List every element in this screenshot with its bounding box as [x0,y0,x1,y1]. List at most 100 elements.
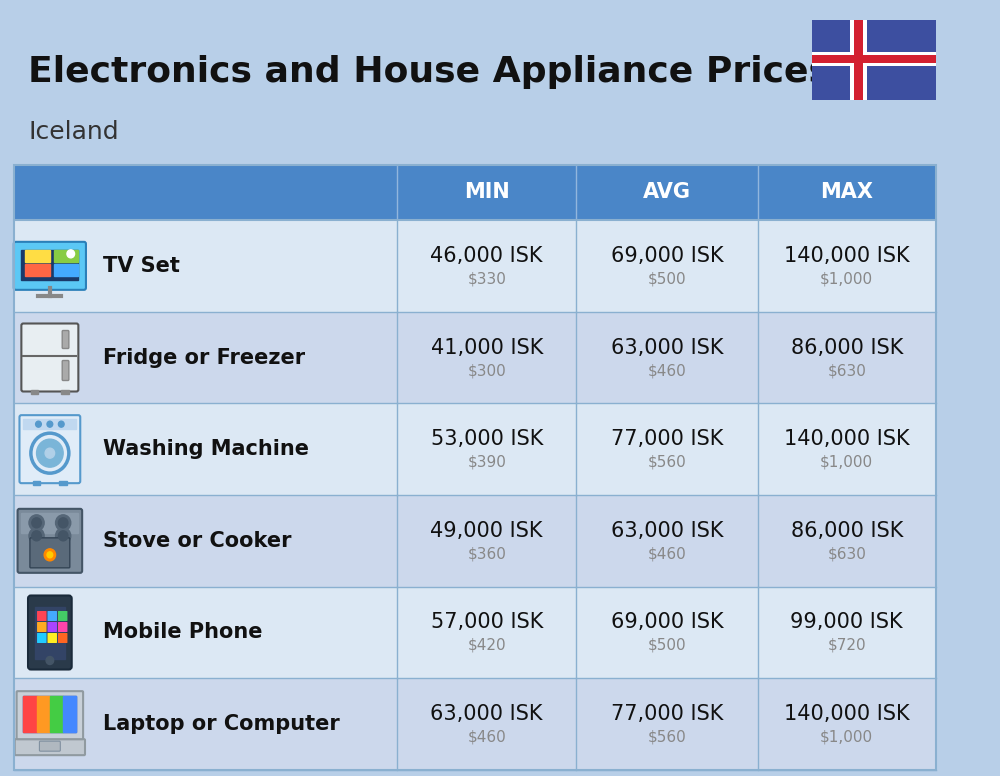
Text: $460: $460 [467,729,506,745]
FancyBboxPatch shape [62,361,69,380]
Text: AVG: AVG [643,182,691,203]
Bar [50,696,63,733]
FancyBboxPatch shape [28,595,72,670]
Text: $560: $560 [648,729,687,745]
FancyBboxPatch shape [37,633,47,643]
Circle shape [47,421,53,427]
FancyBboxPatch shape [47,622,57,632]
Circle shape [58,421,64,427]
Text: 57,000 ISK: 57,000 ISK [431,612,543,632]
FancyBboxPatch shape [39,741,60,751]
Text: 86,000 ISK: 86,000 ISK [791,521,903,541]
Text: MAX: MAX [820,182,873,203]
Circle shape [56,528,71,544]
Text: 140,000 ISK: 140,000 ISK [784,246,910,266]
FancyBboxPatch shape [47,611,57,621]
FancyBboxPatch shape [14,220,936,312]
FancyBboxPatch shape [58,633,67,643]
Text: Electronics and House Appliance Prices: Electronics and House Appliance Prices [28,55,830,89]
Text: 63,000 ISK: 63,000 ISK [430,704,543,724]
Bar [23,696,76,733]
FancyBboxPatch shape [37,622,47,632]
Text: $500: $500 [648,638,687,653]
Text: 140,000 ISK: 140,000 ISK [784,429,910,449]
FancyBboxPatch shape [47,633,57,643]
FancyBboxPatch shape [14,495,936,587]
Circle shape [29,514,44,531]
Bar [61,390,69,393]
Text: 46,000 ISK: 46,000 ISK [430,246,543,266]
FancyBboxPatch shape [58,622,67,632]
Text: $720: $720 [827,638,866,653]
Bar [37,696,50,733]
FancyBboxPatch shape [812,52,936,66]
Text: $360: $360 [467,546,506,561]
Text: 99,000 ISK: 99,000 ISK [790,612,903,632]
Text: TV Set: TV Set [103,256,179,275]
Text: $1,000: $1,000 [820,455,873,469]
Text: $630: $630 [827,363,866,378]
FancyBboxPatch shape [21,324,78,392]
Circle shape [58,518,68,528]
Text: $630: $630 [827,546,866,561]
FancyBboxPatch shape [14,242,86,289]
Circle shape [32,518,41,528]
Text: 63,000 ISK: 63,000 ISK [611,338,723,358]
Text: 69,000 ISK: 69,000 ISK [611,612,724,632]
FancyBboxPatch shape [58,611,67,621]
FancyBboxPatch shape [17,691,83,740]
Circle shape [56,514,71,531]
FancyBboxPatch shape [14,312,936,404]
Bar [54,250,78,262]
Bar [59,481,67,485]
Text: $460: $460 [648,546,687,561]
FancyBboxPatch shape [850,20,867,100]
Text: $300: $300 [467,363,506,378]
Text: $420: $420 [467,638,506,653]
Text: 77,000 ISK: 77,000 ISK [611,704,723,724]
Circle shape [45,449,55,458]
Text: Washing Machine: Washing Machine [103,439,309,459]
Bar [21,250,78,280]
Circle shape [47,552,53,558]
Circle shape [46,656,54,664]
Text: Laptop or Computer: Laptop or Computer [103,714,339,734]
Circle shape [32,531,41,541]
FancyBboxPatch shape [14,678,936,770]
FancyBboxPatch shape [14,404,936,495]
Bar [35,607,65,659]
Text: $460: $460 [648,363,687,378]
FancyBboxPatch shape [812,55,936,63]
Text: 49,000 ISK: 49,000 ISK [430,521,543,541]
Circle shape [58,531,68,541]
Bar [54,264,78,275]
FancyBboxPatch shape [18,509,82,573]
Text: 140,000 ISK: 140,000 ISK [784,704,910,724]
FancyBboxPatch shape [14,165,936,220]
Circle shape [37,439,63,467]
Text: Stove or Cooker: Stove or Cooker [103,531,291,551]
Text: $330: $330 [467,272,506,286]
Circle shape [67,250,75,258]
Bar [25,250,50,262]
Text: $1,000: $1,000 [820,729,873,745]
Bar [63,696,76,733]
Circle shape [29,528,44,544]
FancyBboxPatch shape [37,611,47,621]
FancyBboxPatch shape [14,587,936,678]
Text: $390: $390 [467,455,506,469]
Text: Fridge or Freezer: Fridge or Freezer [103,348,305,368]
Text: 53,000 ISK: 53,000 ISK [431,429,543,449]
Text: MIN: MIN [464,182,510,203]
Text: 77,000 ISK: 77,000 ISK [611,429,723,449]
Text: 63,000 ISK: 63,000 ISK [611,521,723,541]
FancyBboxPatch shape [812,20,936,100]
Bar [33,481,40,485]
Bar [21,513,78,533]
Text: $560: $560 [648,455,687,469]
Text: 86,000 ISK: 86,000 ISK [791,338,903,358]
Circle shape [44,549,56,561]
FancyBboxPatch shape [19,415,80,483]
Text: 69,000 ISK: 69,000 ISK [611,246,724,266]
Text: 41,000 ISK: 41,000 ISK [431,338,543,358]
